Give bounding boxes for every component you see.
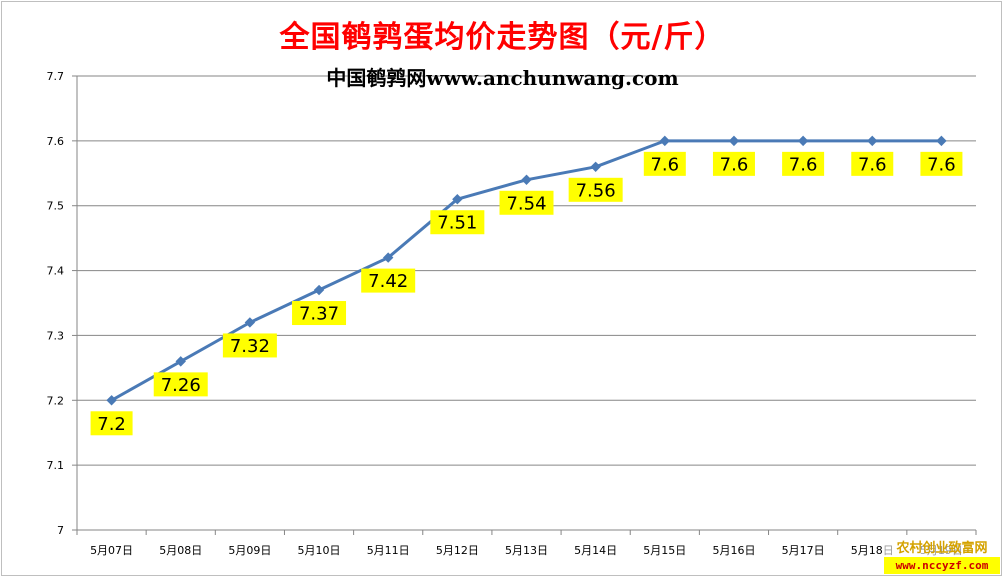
data-label-bg [920,151,963,176]
y-tick-label: 7.2 [47,394,65,407]
watermark-line-1: 农村创业致富网 [884,540,1000,557]
data-label: 7.6 [927,154,956,175]
x-tick-label: 5月13日 [505,544,548,557]
y-tick-label: 7.4 [47,265,65,278]
x-tick-label: 5月18日 [851,544,894,557]
data-point [936,135,947,147]
x-tick-label: 5月16日 [712,544,755,557]
axes [72,75,977,535]
watermark-line-2: www.nccyzf.com [884,557,1000,574]
x-tick-label: 5月11日 [367,544,410,557]
data-label-bg [568,177,623,202]
x-tick-label: 5月07日 [90,544,133,557]
data-point [521,174,532,185]
data-point [867,135,878,147]
data-label-bg [499,190,554,215]
data-label-bg [851,151,894,176]
data-label-bg [782,151,825,176]
data-label: 7.6 [858,154,887,175]
data-label: 7.6 [789,154,818,175]
data-label-bg [153,372,208,397]
y-tick-label: 7 [57,524,64,537]
data-point [452,194,463,205]
data-label-bg [430,210,485,235]
data-label: 7.37 [299,304,339,325]
data-point [728,135,740,147]
data-point [382,252,394,263]
data-label: 7.42 [368,271,408,292]
data-label-bg [90,411,133,436]
series-line [106,135,947,406]
data-point [175,356,186,367]
data-label: 7.6 [650,154,679,175]
y-tick-label: 7.6 [47,135,65,148]
x-tick-label: 5月17日 [782,544,825,557]
chart-subtitle: 中国鹌鹑网www.anchunwang.com [326,66,679,90]
x-tick-label: 5月12日 [436,544,479,557]
data-point [106,395,117,406]
data-label-bg [643,151,686,176]
data-point [590,161,601,173]
data-point [659,135,671,147]
y-tick-label: 7.7 [47,70,65,83]
data-label: 7.51 [437,213,477,234]
x-tick-label: 5月15日 [643,544,686,557]
data-label: 7.56 [576,180,616,201]
y-tick-label: 7.3 [47,329,65,342]
gridlines [77,75,976,466]
x-tick-label: 5月10日 [298,544,341,557]
data-point [797,135,809,147]
data-point [244,317,256,328]
chart-title: 全国鹌鹑蛋均价走势图（元/斤） [279,20,726,55]
data-point [313,284,325,296]
watermark: 农村创业致富网 www.nccyzf.com [884,540,1000,576]
data-label-bg [361,268,416,293]
data-label-bg [712,151,755,176]
data-label: 7.26 [161,375,201,396]
data-label: 7.32 [230,336,270,357]
data-labels: 7.2 7.26 7.32 7.37 7.42 7.51 7.54 7.56 7.6 7.6 7.6… [90,151,963,436]
y-tick-label: 7.1 [47,459,65,472]
data-label-bg [222,333,277,358]
data-label: 7.54 [506,193,546,214]
data-label-bg [292,301,347,326]
data-label: 7.2 [97,414,126,435]
x-tick-label: 5月14日 [574,544,617,557]
x-axis-ticks: 5月07日 5月08日 5月09日 5月10日 5月11日 5月12日 5月13日 5月14日… [90,544,963,557]
y-tick-label: 7.5 [47,200,65,213]
data-label: 7.6 [720,154,749,175]
x-tick-label: 5月09日 [228,544,271,557]
y-axis-ticks: 7 7.1 7.2 7.3 7.4 7.5 7.6 7.7 [47,70,65,537]
x-tick-label: 5月08日 [159,544,202,557]
